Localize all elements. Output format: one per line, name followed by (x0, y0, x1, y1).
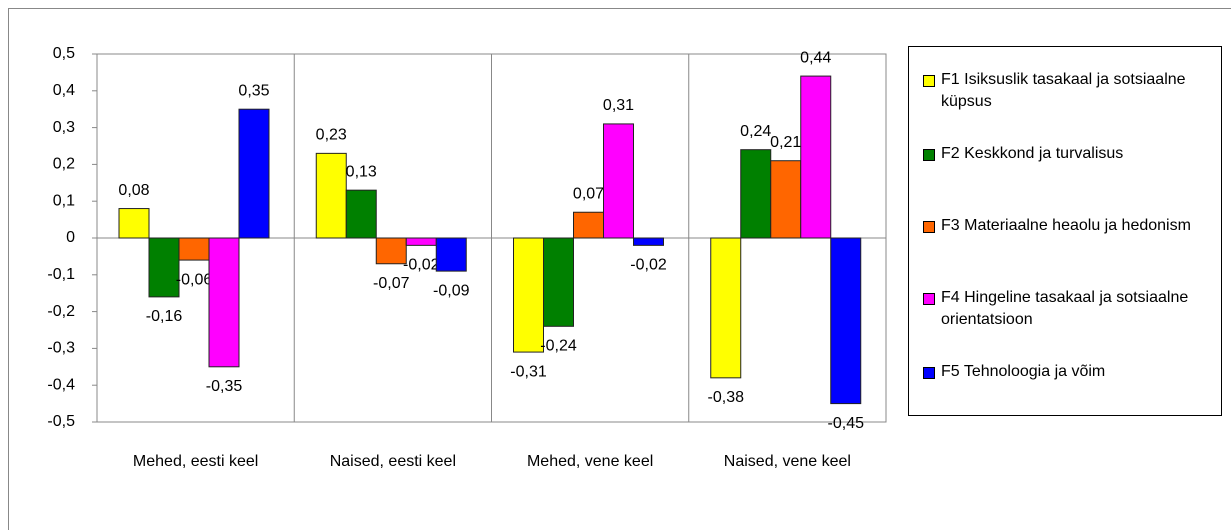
data-label: -0,06 (176, 271, 213, 288)
bar (435, 237, 467, 272)
bar (573, 211, 604, 239)
bar (148, 237, 180, 298)
legend-item: F1 Isiksuslik tasakaal ja sotsiaalne küp… (923, 69, 1213, 113)
legend-label: F5 Tehnoloogia ja võim (941, 363, 1106, 380)
data-label: -0,07 (373, 275, 410, 292)
data-label: -0,16 (146, 308, 183, 325)
data-label: 0,08 (118, 182, 149, 199)
chart-border (8, 8, 1231, 530)
data-label: 0,31 (603, 97, 634, 114)
legend-swatch (923, 149, 935, 161)
legend-label: F3 Materiaalne heaolu ja hedonism (941, 217, 1191, 234)
bar (710, 237, 742, 379)
y-tick-label: -0,4 (47, 376, 75, 393)
legend-swatch (923, 367, 935, 379)
data-label: 0,24 (740, 123, 771, 140)
x-tick-label: Naised, eesti keel (330, 453, 456, 470)
bar (118, 208, 150, 239)
bar (513, 237, 544, 353)
legend-item: F2 Keskkond ja turvalisus (923, 143, 1213, 165)
bar (178, 237, 210, 261)
x-tick-label: Naised, vene keel (724, 453, 851, 470)
data-label: -0,31 (510, 363, 547, 380)
legend-swatch (923, 221, 935, 233)
data-label: 0,21 (770, 134, 801, 151)
bar (315, 152, 347, 239)
legend-label: F4 Hingeline tasakaal ja sotsiaalne orie… (941, 289, 1189, 328)
bar (208, 237, 240, 368)
data-label: -0,35 (206, 378, 243, 395)
y-tick-label: 0 (66, 229, 75, 246)
x-tick-label: Mehed, eesti keel (133, 453, 258, 470)
legend-swatch (923, 293, 935, 305)
data-label: 0,07 (573, 185, 604, 202)
y-tick-label: -0,2 (47, 303, 75, 320)
x-tick-label: Mehed, vene keel (527, 453, 653, 470)
data-label: 0,23 (316, 127, 347, 144)
legend-item: F5 Tehnoloogia ja võim (923, 361, 1213, 383)
bar (770, 160, 802, 239)
bar (543, 237, 574, 327)
legend-item: F4 Hingeline tasakaal ja sotsiaalne orie… (923, 287, 1213, 331)
y-tick-label: 0,1 (53, 192, 75, 209)
y-tick-label: 0,3 (53, 119, 75, 136)
data-label: -0,02 (630, 257, 667, 274)
bar (800, 75, 832, 239)
bar (830, 237, 862, 405)
y-tick-label: -0,3 (47, 340, 75, 357)
bar (740, 149, 772, 239)
y-tick-label: 0,4 (53, 82, 75, 99)
y-tick-label: 0,5 (53, 45, 75, 62)
y-tick-label: -0,1 (47, 266, 75, 283)
data-label: -0,38 (708, 389, 745, 406)
y-tick-label: -0,5 (47, 413, 75, 430)
legend-swatch (923, 75, 935, 87)
data-label: -0,24 (540, 338, 577, 355)
data-label: 0,44 (800, 49, 831, 66)
legend-label: F2 Keskkond ja turvalisus (941, 145, 1124, 162)
legend-label: F1 Isiksuslik tasakaal ja sotsiaalne küp… (941, 71, 1186, 110)
legend: F1 Isiksuslik tasakaal ja sotsiaalne küp… (908, 46, 1222, 416)
bar (375, 237, 407, 265)
legend-item: F3 Materiaalne heaolu ja hedonism (923, 215, 1213, 237)
data-label: -0,09 (433, 282, 470, 299)
bar (238, 108, 270, 239)
bar (603, 123, 634, 239)
bar (405, 237, 437, 246)
data-label: 0,13 (346, 163, 377, 180)
bar (345, 189, 377, 239)
data-label: -0,45 (828, 415, 865, 432)
data-label: 0,35 (238, 82, 269, 99)
y-tick-label: 0,2 (53, 156, 75, 173)
bar (633, 237, 664, 246)
data-label: -0,02 (403, 257, 440, 274)
